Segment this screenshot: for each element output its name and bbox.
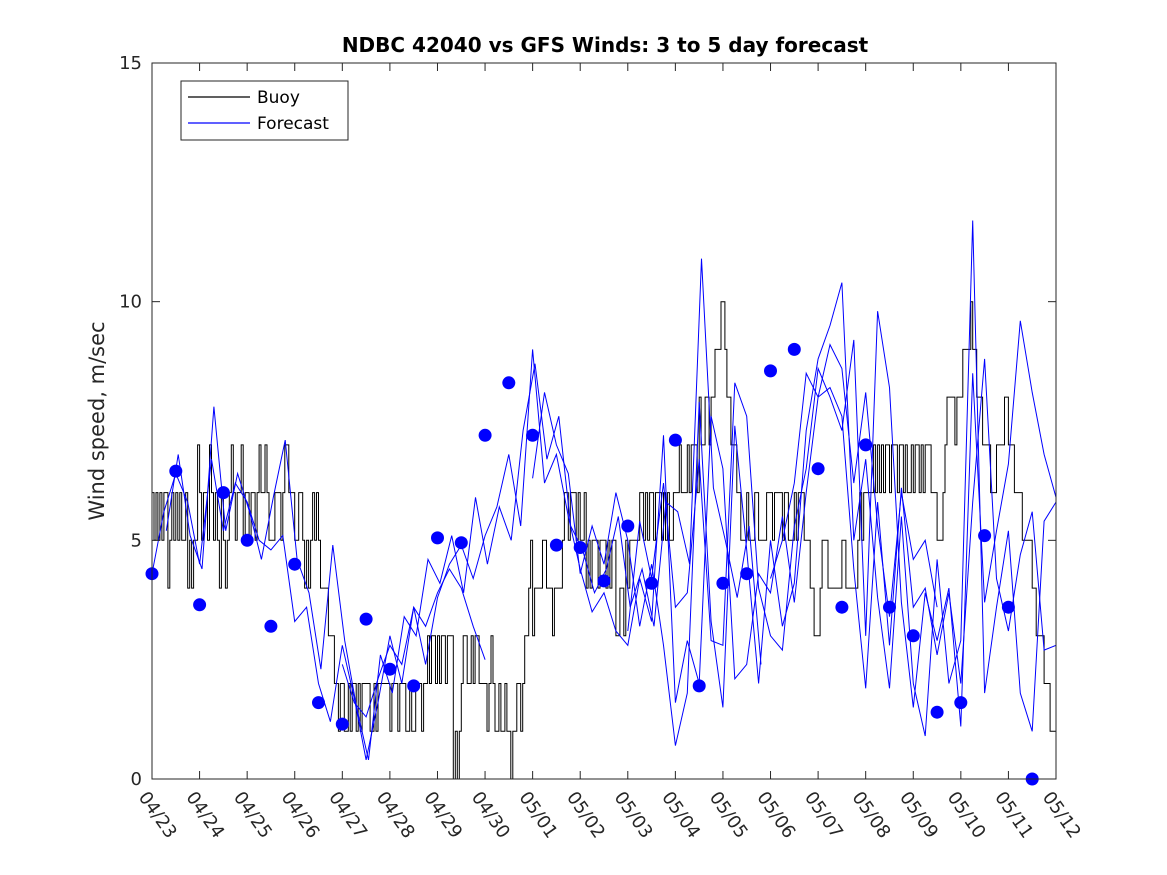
forecast-marker [240, 533, 254, 547]
y-axis-label: Wind speed, m/sec [85, 321, 109, 520]
forecast-series-group [152, 220, 1056, 761]
forecast-marker [431, 531, 444, 545]
plot-frame [151, 62, 1057, 780]
forecast-line-6 [770, 358, 1056, 689]
forecast-marker [407, 679, 421, 693]
forecast-line-2 [165, 258, 762, 761]
forecast-marker [978, 529, 992, 543]
forecast-marker [526, 428, 540, 442]
forecast-marker [383, 662, 397, 676]
forecast-marker [787, 342, 801, 356]
forecast-marker [621, 519, 635, 533]
forecast-marker [716, 576, 730, 590]
forecast-marker [1001, 600, 1015, 614]
forecast-marker [906, 629, 920, 643]
y-tick-label: 5 [131, 530, 142, 551]
forecast-marker [764, 364, 777, 378]
forecast-marker [264, 619, 278, 633]
chart-title: NDBC 42040 vs GFS Winds: 3 to 5 day fore… [342, 33, 869, 57]
forecast-marker [835, 600, 849, 614]
forecast-marker [216, 486, 230, 500]
forecast-line-3 [341, 343, 938, 718]
y-axis: 0 5 10 15 [119, 53, 1056, 790]
forecast-line-4 [532, 220, 1056, 746]
legend-label-forecast: Forecast [257, 114, 329, 134]
forecast-marker [502, 376, 516, 390]
forecast-marker [645, 576, 659, 590]
legend-label-buoy: Buoy [257, 88, 300, 108]
forecast-marker [573, 541, 587, 554]
forecast-marker [312, 696, 325, 710]
forecast-marker [169, 464, 183, 478]
forecast-marker [193, 598, 207, 612]
forecast-marker [549, 538, 563, 552]
forecast-marker [930, 705, 944, 719]
y-tick-label: 0 [131, 769, 142, 790]
forecast-marker [454, 536, 468, 550]
forecast-marker [883, 600, 896, 614]
forecast-markers [145, 342, 1039, 786]
forecast-marker [478, 428, 492, 442]
forecast-marker [811, 462, 825, 476]
legend-box [180, 80, 349, 141]
forecast-marker [954, 696, 968, 710]
forecast-marker [692, 679, 706, 693]
y-tick-label: 15 [119, 53, 142, 74]
forecast-marker [335, 717, 349, 731]
forecast-line-5 [627, 311, 1056, 727]
forecast-marker [668, 433, 682, 447]
forecast-marker [859, 438, 873, 452]
forecast-marker [288, 557, 302, 571]
forecast-marker [359, 612, 373, 626]
forecast-marker [597, 574, 611, 588]
legend: Buoy Forecast [180, 80, 349, 141]
forecast-marker [740, 567, 754, 581]
y-tick-label: 10 [119, 292, 142, 313]
